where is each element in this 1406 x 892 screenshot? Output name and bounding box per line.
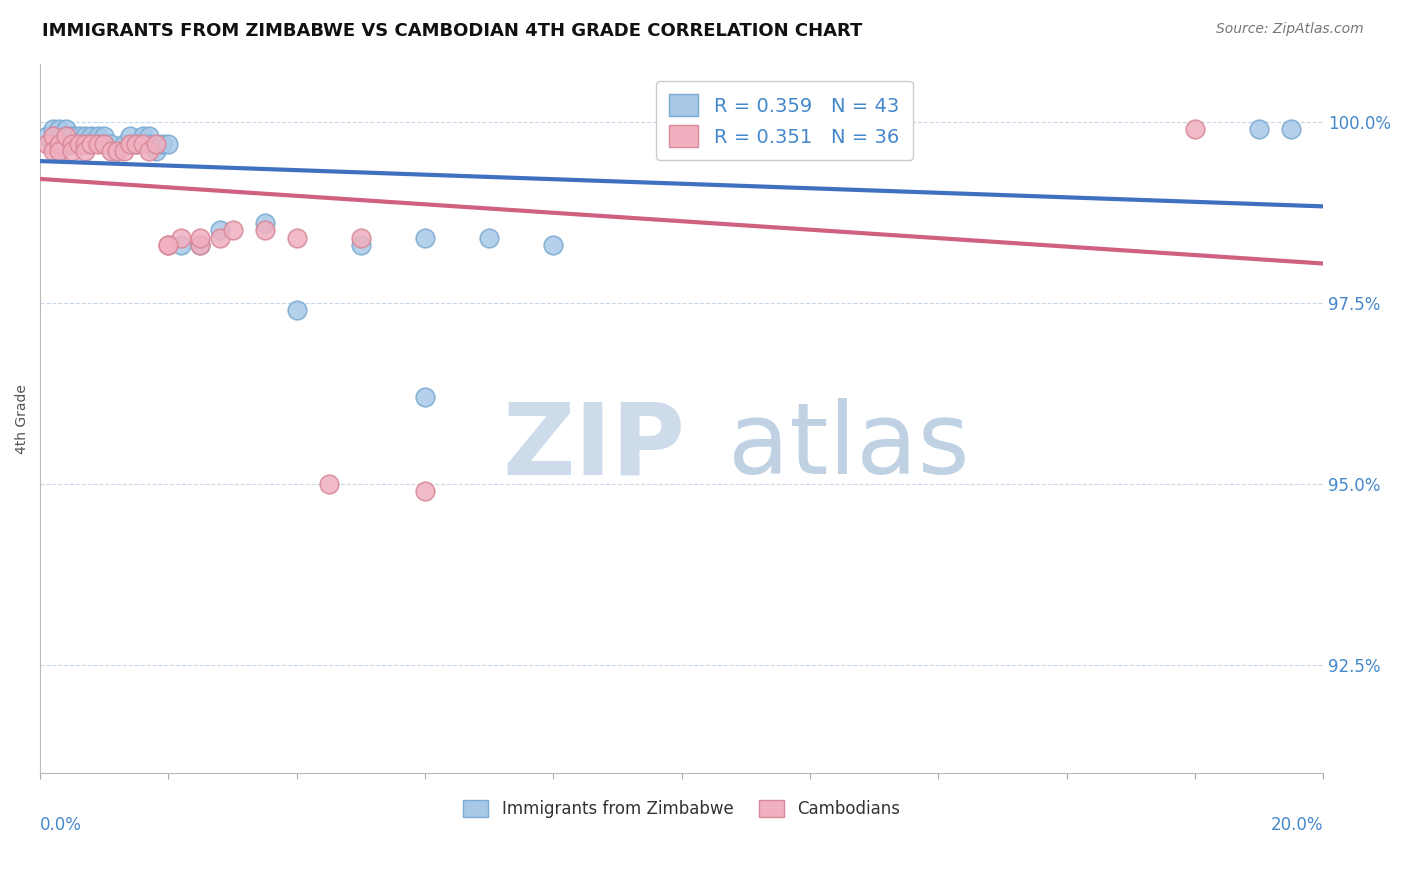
Point: [138, 129, 160, 144]
Point: [80, 136, 103, 151]
Point: [145, 136, 167, 151]
Point: [73, 136, 96, 151]
Point: [157, 238, 180, 252]
Point: [132, 129, 155, 144]
Point: [1279, 122, 1302, 136]
Point: [157, 136, 180, 151]
Point: [87, 129, 110, 144]
Point: [125, 136, 148, 151]
Point: [48, 136, 70, 151]
Y-axis label: 4th Grade: 4th Grade: [15, 384, 30, 453]
Point: [105, 144, 128, 158]
Point: [42, 136, 65, 151]
Point: [80, 136, 103, 151]
Point: [48, 144, 70, 158]
Point: [138, 144, 160, 158]
Point: [478, 231, 501, 245]
Point: [145, 144, 167, 158]
Point: [105, 144, 128, 158]
Point: [157, 238, 180, 252]
Point: [60, 144, 83, 158]
Point: [100, 144, 122, 158]
Point: [67, 136, 90, 151]
Point: [118, 136, 141, 151]
Point: [100, 136, 122, 151]
Point: [118, 129, 141, 144]
Point: [48, 144, 70, 158]
Legend: Immigrants from Zimbabwe, Cambodians: Immigrants from Zimbabwe, Cambodians: [457, 794, 907, 825]
Point: [93, 136, 115, 151]
Point: [93, 136, 115, 151]
Point: [35, 136, 58, 151]
Point: [413, 231, 436, 245]
Point: [60, 136, 83, 151]
Point: [80, 129, 103, 144]
Point: [1247, 122, 1270, 136]
Point: [1184, 122, 1206, 136]
Point: [221, 223, 243, 237]
Point: [48, 136, 70, 151]
Point: [208, 223, 231, 237]
Point: [55, 129, 77, 144]
Point: [318, 476, 340, 491]
Point: [863, 122, 886, 136]
Point: [73, 129, 96, 144]
Point: [42, 129, 65, 144]
Point: [112, 144, 135, 158]
Point: [138, 136, 160, 151]
Point: [413, 483, 436, 498]
Text: atlas: atlas: [728, 399, 970, 495]
Point: [543, 238, 565, 252]
Point: [253, 223, 276, 237]
Text: IMMIGRANTS FROM ZIMBABWE VS CAMBODIAN 4TH GRADE CORRELATION CHART: IMMIGRANTS FROM ZIMBABWE VS CAMBODIAN 4T…: [42, 22, 862, 40]
Point: [413, 390, 436, 404]
Point: [60, 129, 83, 144]
Point: [350, 231, 373, 245]
Point: [253, 216, 276, 230]
Point: [55, 129, 77, 144]
Point: [190, 238, 212, 252]
Point: [285, 303, 308, 318]
Point: [190, 238, 212, 252]
Point: [60, 136, 83, 151]
Text: Source: ZipAtlas.com: Source: ZipAtlas.com: [1216, 22, 1364, 37]
Text: ZIP: ZIP: [502, 399, 685, 495]
Point: [48, 122, 70, 136]
Point: [93, 129, 115, 144]
Text: 0.0%: 0.0%: [41, 816, 82, 834]
Point: [863, 122, 886, 136]
Point: [132, 136, 155, 151]
Point: [350, 238, 373, 252]
Text: 20.0%: 20.0%: [1271, 816, 1323, 834]
Point: [67, 136, 90, 151]
Point: [42, 144, 65, 158]
Point: [125, 136, 148, 151]
Point: [87, 136, 110, 151]
Point: [285, 231, 308, 245]
Point: [190, 231, 212, 245]
Point: [35, 129, 58, 144]
Point: [42, 122, 65, 136]
Point: [73, 144, 96, 158]
Point: [170, 231, 193, 245]
Point: [67, 129, 90, 144]
Point: [170, 238, 193, 252]
Point: [55, 122, 77, 136]
Point: [150, 136, 173, 151]
Point: [112, 136, 135, 151]
Point: [208, 231, 231, 245]
Point: [73, 136, 96, 151]
